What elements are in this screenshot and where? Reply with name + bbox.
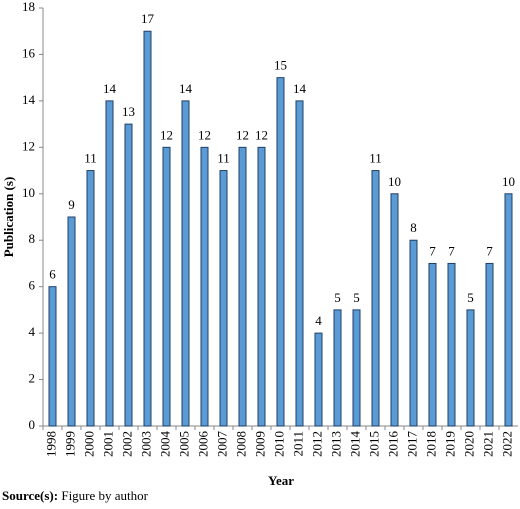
bar xyxy=(86,170,95,427)
y-tick-label: 10 xyxy=(22,185,35,200)
y-tick-label: 18 xyxy=(22,0,35,14)
x-tick-label: 2006 xyxy=(195,431,210,458)
y-tick-label: 16 xyxy=(22,45,36,60)
x-tick-label: 1998 xyxy=(43,431,58,457)
data-label: 11 xyxy=(84,151,97,166)
x-tick-label: 2021 xyxy=(480,431,495,457)
data-label: 7 xyxy=(486,243,493,258)
x-tick-label: 2013 xyxy=(328,431,343,457)
y-tick-label: 0 xyxy=(29,417,36,432)
data-label: 14 xyxy=(179,81,193,96)
x-tick-label: 2010 xyxy=(271,431,286,457)
data-label: 14 xyxy=(103,81,117,96)
data-label: 5 xyxy=(467,290,474,305)
bar xyxy=(428,262,437,427)
data-label: 5 xyxy=(334,290,341,305)
bar xyxy=(200,146,209,427)
bar xyxy=(124,123,133,427)
data-label: 13 xyxy=(122,104,135,119)
x-tick-label: 2014 xyxy=(347,431,362,458)
x-tick-label: 2012 xyxy=(309,431,324,457)
data-label: 10 xyxy=(502,174,515,189)
x-tick-label: 2015 xyxy=(366,431,381,457)
bar xyxy=(314,332,323,427)
data-label: 11 xyxy=(369,151,382,166)
bar xyxy=(219,170,228,427)
bar xyxy=(143,30,152,427)
data-label: 10 xyxy=(388,174,401,189)
bar xyxy=(257,146,266,427)
bar xyxy=(409,239,418,427)
bar xyxy=(295,100,304,427)
x-tick-label: 2005 xyxy=(176,431,191,457)
bar xyxy=(238,146,247,427)
data-label: 11 xyxy=(217,151,230,166)
x-tick-label: 2020 xyxy=(461,431,476,457)
y-tick-label: 2 xyxy=(29,371,36,386)
data-label: 15 xyxy=(274,58,287,73)
data-label: 12 xyxy=(255,127,268,142)
x-tick-label: 2000 xyxy=(81,431,96,457)
bar xyxy=(67,216,76,427)
x-tick-label: 2018 xyxy=(423,431,438,457)
data-label: 7 xyxy=(448,243,455,258)
bar xyxy=(466,309,475,427)
x-tick-label: 2007 xyxy=(214,431,229,458)
bar xyxy=(105,100,114,427)
bar xyxy=(504,193,513,427)
source: Source(s): Figure by author xyxy=(2,488,149,503)
x-tick-label: 2001 xyxy=(100,431,115,457)
y-axis-label: Publication (s) xyxy=(1,177,16,258)
bar xyxy=(485,262,494,427)
y-tick-label: 4 xyxy=(29,324,36,339)
bar xyxy=(352,309,361,427)
bar xyxy=(162,146,171,427)
data-label: 8 xyxy=(410,220,417,235)
x-axis-label: Year xyxy=(268,473,294,488)
x-tick-label: 2019 xyxy=(442,431,457,457)
bar xyxy=(48,286,57,427)
data-label: 7 xyxy=(429,243,436,258)
x-tick-label: 2011 xyxy=(290,431,305,457)
source-label: Source(s): xyxy=(2,488,58,503)
y-tick-label: 12 xyxy=(22,138,35,153)
bar xyxy=(371,170,380,427)
x-tick-label: 2022 xyxy=(499,431,514,457)
data-label: 6 xyxy=(49,267,56,282)
bar xyxy=(447,262,456,427)
data-label: 4 xyxy=(315,313,322,328)
y-tick-label: 6 xyxy=(29,278,36,293)
bar xyxy=(333,309,342,427)
data-label: 12 xyxy=(236,127,249,142)
bar xyxy=(390,193,399,427)
x-tick-label: 2017 xyxy=(404,431,419,458)
source-text: Figure by author xyxy=(61,488,148,503)
x-tick-label: 2003 xyxy=(138,431,153,457)
data-label: 12 xyxy=(160,127,173,142)
data-label: 5 xyxy=(353,290,360,305)
y-tick-label: 8 xyxy=(29,231,36,246)
y-tick-label: 14 xyxy=(22,92,36,107)
bar xyxy=(181,100,190,427)
bar xyxy=(276,77,285,427)
x-tick-label: 2016 xyxy=(385,431,400,458)
x-tick-label: 1999 xyxy=(62,431,77,457)
data-label: 12 xyxy=(198,127,211,142)
data-label: 17 xyxy=(141,11,155,26)
data-label: 9 xyxy=(68,197,75,212)
x-tick-label: 2009 xyxy=(252,431,267,457)
x-tick-label: 2004 xyxy=(157,431,172,458)
x-tick-label: 2002 xyxy=(119,431,134,457)
x-tick-label: 2008 xyxy=(233,431,248,457)
data-label: 14 xyxy=(293,81,307,96)
